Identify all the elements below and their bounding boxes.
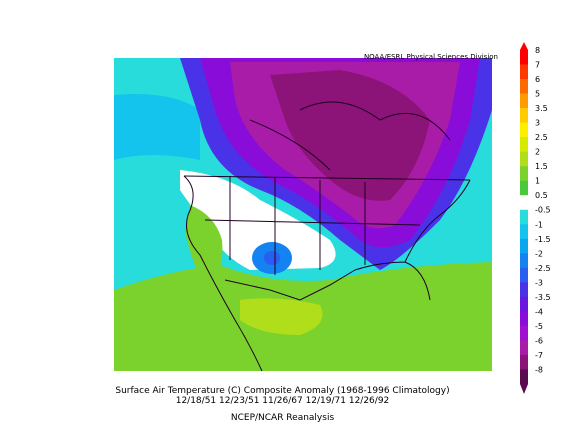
colorbar-label: -3 [535, 278, 543, 287]
colorbar-swatch [520, 209, 528, 225]
colorbar-swatch [520, 253, 528, 269]
credit-text: NOAA/ESRL Physical Sciences Division [363, 53, 498, 61]
colorbar-label: 2 [535, 148, 540, 157]
colorbar-label: 6 [535, 75, 540, 84]
colorbar-label: -3.5 [535, 293, 551, 302]
colorbar-swatch [520, 296, 528, 312]
colorbar-swatch [520, 369, 528, 385]
us-mexico-border [224, 269, 356, 301]
colorbar-label: -8 [535, 365, 543, 374]
colorbar-label: -7 [535, 351, 543, 360]
warm-region-west [185, 205, 223, 285]
anomaly-field [114, 58, 492, 371]
colorbar-label: 1 [535, 177, 540, 186]
colorbar-bottom-arrow [520, 384, 528, 394]
colorbar-label: -1.5 [535, 235, 551, 244]
colorbar-swatch [520, 180, 528, 196]
caption-title: Surface Air Temperature (C) Composite An… [115, 386, 450, 396]
colorbar-swatch [520, 122, 528, 138]
boundaries [183, 101, 471, 372]
blue-streak-region [114, 94, 200, 160]
colorbar-label: -4 [535, 307, 543, 316]
colorbar-swatch [520, 137, 528, 152]
colorbar-label: -1 [535, 220, 543, 229]
colorbar-swatch [520, 354, 528, 370]
colorbar-swatch [520, 151, 528, 167]
state-lines [204, 176, 421, 275]
caption-dates: 12/18/51 12/23/51 11/26/67 12/19/71 12/2… [175, 396, 390, 406]
colorbar-swatch [520, 93, 528, 109]
colorbar-swatch [520, 224, 528, 240]
colorbar-label: -6 [535, 336, 543, 345]
colorbar-label: -2.5 [535, 264, 551, 273]
warm-region-pacific [114, 335, 165, 371]
gulf-atlantic-coast [354, 179, 471, 301]
colorbar-label: -5 [535, 322, 543, 331]
colorbar: 8 7 6 5 3.5 3 2.5 2 1.5 1 0.5 -0.5 -1 -1.5 -2 -2.5 -3 -3.… [520, 42, 551, 394]
colorbar-swatch [520, 64, 528, 80]
colorbar-swatch [520, 195, 528, 211]
colorbar-swatch [520, 79, 528, 94]
cold-core-dark [270, 70, 430, 201]
colorbar-swatch [520, 50, 528, 65]
colorbar-segments: 8 7 6 5 3.5 3 2.5 2 1.5 1 0.5 -0.5 -1 -1.5 -2 -2.5 -3 -3.… [520, 46, 551, 385]
colorbar-swatch [520, 325, 528, 341]
colorbar-swatch [520, 311, 528, 327]
colorbar-label: 3 [535, 119, 540, 128]
colorbar-label: 7 [535, 61, 540, 70]
canada-features [249, 101, 451, 171]
caption-source: NCEP/NCAR Reanalysis [230, 413, 335, 423]
colorbar-swatch [520, 238, 528, 254]
colorbar-swatch [520, 166, 528, 181]
colorbar-label: 2.5 [535, 133, 548, 142]
colorbar-label: 3.5 [535, 104, 548, 113]
colorbar-swatch [520, 267, 528, 283]
colorbar-label: 1.5 [535, 162, 548, 171]
cold-spot-inner [264, 251, 280, 265]
pacific-coastline [183, 175, 263, 372]
colorbar-swatch [520, 340, 528, 356]
colorbar-label: -2 [535, 249, 543, 258]
colorbar-label: 0.5 [535, 191, 548, 200]
colorbar-swatch [520, 108, 528, 123]
colorbar-label: 5 [535, 90, 540, 99]
colorbar-label: 8 [535, 46, 540, 55]
canada-us-border [183, 175, 471, 181]
colorbar-top-arrow [520, 42, 528, 50]
colorbar-swatch [520, 282, 528, 298]
colorbar-label: -0.5 [535, 206, 551, 215]
warm-spot-mexico [240, 298, 323, 335]
